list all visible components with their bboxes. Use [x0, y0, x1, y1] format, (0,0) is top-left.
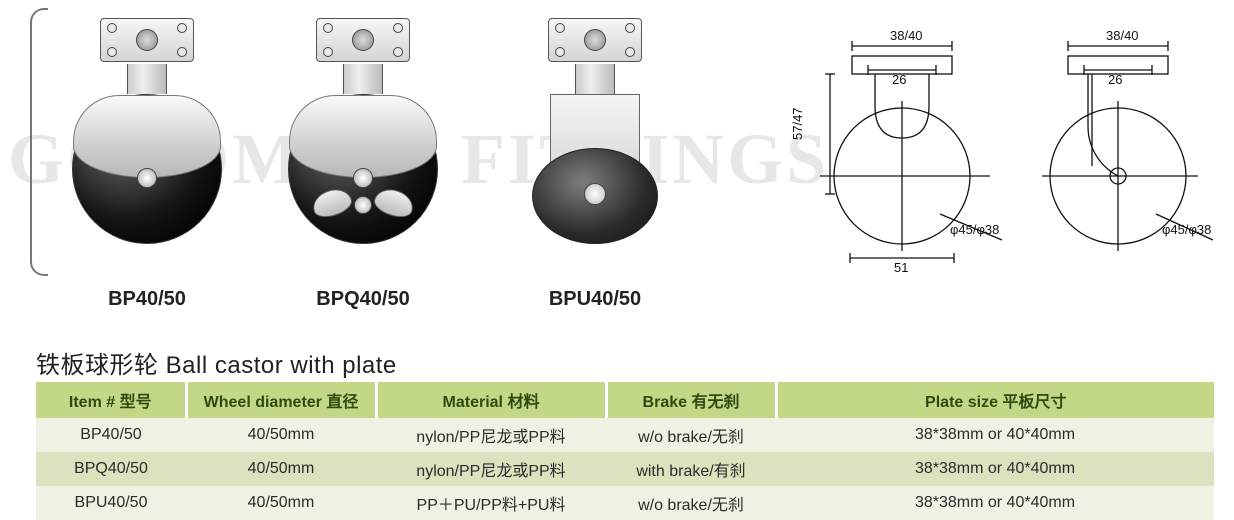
- tech-drawing-side: 38/40 26 φ45/φ38: [1018, 26, 1218, 276]
- tech-drawing-front: 38/40 26 57/47 51 φ45/φ38: [790, 26, 1010, 276]
- title-en: Ball castor with plate: [166, 352, 397, 379]
- ball-wheel: [72, 94, 222, 244]
- cell-brake: with brake/有刹: [606, 452, 776, 486]
- dim-top-outer: 38/40: [890, 28, 923, 43]
- swivel-neck: [575, 64, 615, 94]
- cell-mat: nylon/PP尼龙或PP料: [376, 418, 606, 452]
- product-bpq: BPQ40/50: [268, 18, 458, 244]
- cell-plate: 38*38mm or 40*40mm: [776, 452, 1214, 486]
- brake-lever: [318, 190, 408, 230]
- cell-item: BPQ40/50: [36, 452, 186, 486]
- cell-mat: nylon/PP尼龙或PP料: [376, 452, 606, 486]
- product-bp: BP40/50: [52, 18, 242, 244]
- product-label: BPQ40/50: [268, 288, 458, 311]
- mounting-plate: [100, 18, 194, 62]
- ball-wheel: [288, 94, 438, 244]
- page: GOLDMINE FITTINGS BP40/50: [0, 0, 1234, 515]
- swivel-neck: [127, 64, 167, 94]
- col-diameter: Wheel diameter 直径: [186, 382, 376, 418]
- cell-dia: 40/50mm: [186, 452, 376, 486]
- col-brake: Brake 有无刹: [606, 382, 776, 418]
- cell-brake: w/o brake/无刹: [606, 418, 776, 452]
- product-label: BP40/50: [52, 288, 242, 311]
- title-cn: 铁板球形轮: [36, 352, 159, 379]
- dim-top-outer: 38/40: [1106, 28, 1139, 43]
- swivel-neck: [343, 64, 383, 94]
- left-bracket: [30, 8, 48, 276]
- pu-wheel: [520, 94, 670, 244]
- table-row: BPQ40/50 40/50mm nylon/PP尼龙或PP料 with bra…: [36, 452, 1214, 486]
- dim-top-inner: 26: [892, 72, 906, 87]
- dim-height: 57/47: [790, 107, 805, 140]
- mounting-plate: [316, 18, 410, 62]
- table-header-row: Item # 型号 Wheel diameter 直径 Material 材料 …: [36, 382, 1214, 418]
- dim-diameter: φ45/φ38: [1162, 222, 1211, 237]
- spec-table: Item # 型号 Wheel diameter 直径 Material 材料 …: [36, 382, 1214, 520]
- dim-diameter: φ45/φ38: [950, 222, 999, 237]
- product-bpu: BPU40/50: [500, 18, 690, 244]
- col-material: Material 材料: [376, 382, 606, 418]
- table-row: BP40/50 40/50mm nylon/PP尼龙或PP料 w/o brake…: [36, 418, 1214, 452]
- cell-item: BP40/50: [36, 418, 186, 452]
- col-plate-size: Plate size 平板尺寸: [776, 382, 1214, 418]
- product-label: BPU40/50: [500, 288, 690, 311]
- section-title: 铁板球形轮 Ball castor with plate: [36, 345, 397, 380]
- cell-dia: 40/50mm: [186, 418, 376, 452]
- figure-row: BP40/50 BPQ40/50: [0, 8, 1234, 318]
- col-item: Item # 型号: [36, 382, 186, 418]
- cell-plate: 38*38mm or 40*40mm: [776, 418, 1214, 452]
- mounting-plate: [548, 18, 642, 62]
- dim-width-bottom: 51: [894, 260, 908, 275]
- dim-top-inner: 26: [1108, 72, 1122, 87]
